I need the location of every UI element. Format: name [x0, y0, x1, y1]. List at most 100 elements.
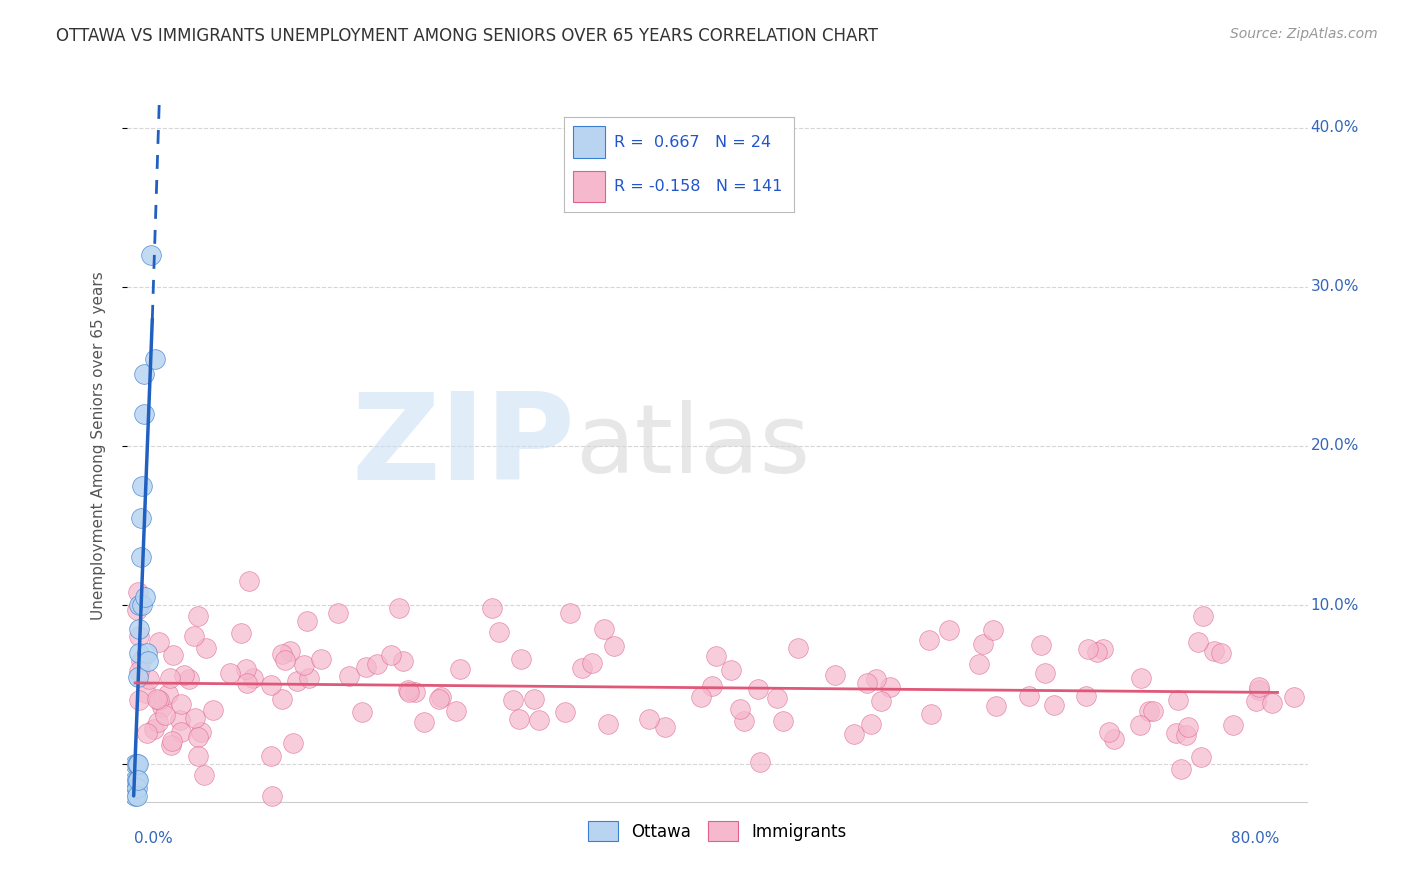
Point [183, 629, 205, 643]
Point [238, 574, 260, 589]
Point [1211, 646, 1233, 660]
Point [523, 692, 546, 706]
Point [337, 669, 360, 683]
Point [125, 757, 148, 772]
Point [127, 757, 149, 772]
Point [143, 351, 166, 366]
Point [124, 772, 146, 787]
Point [124, 757, 146, 772]
Point [481, 600, 503, 615]
Point [193, 767, 215, 781]
Y-axis label: Unemployment Among Seniors over 65 years: Unemployment Among Seniors over 65 years [91, 272, 105, 620]
Point [1187, 635, 1209, 649]
Point [159, 738, 181, 752]
Point [354, 660, 377, 674]
Point [690, 690, 713, 704]
Text: OTTAWA VS IMMIGRANTS UNEMPLOYMENT AMONG SENIORS OVER 65 YEARS CORRELATION CHART: OTTAWA VS IMMIGRANTS UNEMPLOYMENT AMONG … [56, 27, 879, 45]
Point [146, 715, 169, 730]
Point [430, 690, 453, 704]
Point [326, 606, 349, 620]
Point [1076, 689, 1098, 703]
Point [1077, 642, 1099, 657]
Point [748, 755, 770, 769]
Point [146, 691, 169, 706]
Text: 80.0%: 80.0% [1230, 830, 1279, 846]
Point [218, 665, 240, 680]
Point [135, 686, 157, 700]
Point [366, 657, 388, 671]
Point [135, 646, 157, 660]
Point [139, 248, 162, 262]
Text: 20.0%: 20.0% [1310, 439, 1358, 453]
Point [148, 693, 170, 707]
Point [720, 663, 742, 677]
Point [169, 697, 191, 711]
Point [143, 722, 166, 736]
Point [598, 717, 620, 731]
Point [136, 654, 159, 668]
Point [280, 644, 302, 658]
Point [571, 661, 593, 675]
Point [1282, 690, 1305, 704]
Point [235, 662, 257, 676]
Point [129, 654, 152, 668]
Point [127, 585, 149, 599]
Point [984, 698, 1007, 713]
Point [187, 609, 209, 624]
Text: 0.0%: 0.0% [134, 830, 173, 846]
Point [1189, 750, 1212, 764]
Point [309, 652, 332, 666]
Point [766, 690, 789, 705]
Point [1177, 720, 1199, 734]
Point [728, 702, 751, 716]
Point [298, 671, 321, 685]
Point [169, 725, 191, 739]
Point [920, 706, 942, 721]
Point [274, 653, 297, 667]
Text: atlas: atlas [575, 400, 810, 492]
Point [125, 780, 148, 795]
Point [509, 652, 531, 666]
Point [134, 590, 156, 604]
Point [404, 685, 426, 699]
Point [859, 716, 882, 731]
Legend: Ottawa, Immigrants: Ottawa, Immigrants [581, 814, 853, 847]
Point [856, 675, 879, 690]
Point [177, 672, 200, 686]
Point [787, 640, 810, 655]
Point [270, 647, 292, 661]
Point [581, 656, 603, 670]
Point [1166, 725, 1188, 739]
Point [135, 726, 157, 740]
Point [131, 598, 153, 612]
Text: 10.0%: 10.0% [1310, 598, 1358, 613]
Point [879, 680, 901, 694]
Point [865, 672, 887, 686]
Point [444, 705, 467, 719]
Point [231, 626, 253, 640]
Point [128, 693, 150, 707]
Point [396, 682, 419, 697]
Point [1085, 644, 1108, 658]
Point [938, 623, 960, 637]
Point [603, 640, 626, 654]
Point [160, 734, 183, 748]
Text: ZIP: ZIP [352, 387, 575, 505]
Point [654, 720, 676, 734]
Point [1246, 694, 1268, 708]
Point [554, 705, 576, 719]
Point [981, 623, 1004, 637]
Point [295, 614, 318, 628]
Point [1222, 717, 1244, 731]
Point [128, 664, 150, 678]
Point [488, 624, 510, 639]
Point [125, 602, 148, 616]
Point [285, 673, 308, 688]
Text: Source: ZipAtlas.com: Source: ZipAtlas.com [1230, 27, 1378, 41]
Point [1129, 717, 1152, 731]
Point [508, 712, 530, 726]
Point [132, 407, 155, 421]
Point [271, 692, 294, 706]
Point [242, 671, 264, 685]
Point [593, 622, 616, 636]
